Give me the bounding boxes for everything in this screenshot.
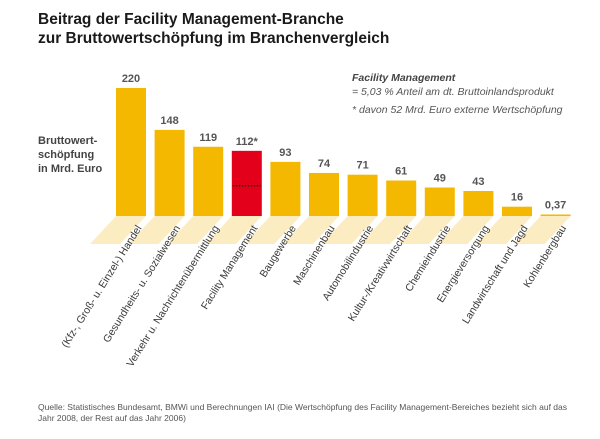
chart-title-line-1: Beitrag der Facility Management-Branche <box>38 11 344 28</box>
y-axis-label: Bruttowert- schöpfung in Mrd. Euro <box>38 134 118 176</box>
bar-11 <box>540 214 571 216</box>
bar-0 <box>116 88 146 216</box>
bar-shadow-3 <box>205 216 262 244</box>
value-label-7: 61 <box>395 166 407 178</box>
y-axis-label-line-2: schöpfung <box>38 149 95 161</box>
bar-shadow-0 <box>90 216 146 244</box>
bar-9 <box>463 190 494 216</box>
value-label-10: 16 <box>511 192 523 204</box>
bar-4 <box>270 161 301 216</box>
chart-title: Beitrag der Facility Management-Branche … <box>38 10 389 48</box>
bar-shadow-11 <box>514 216 571 244</box>
bar-2 <box>193 146 224 216</box>
bar-10 <box>502 206 532 216</box>
bar-3 <box>231 150 262 216</box>
chart-title-line-2: zur Bruttowertschöpfung im Branchenvergl… <box>38 30 390 47</box>
value-label-3: 112* <box>236 136 259 148</box>
bar-7 <box>386 180 417 216</box>
bar-chart: 220(Kfz-, Groß- u. Einzel-) Handel148Ges… <box>59 73 571 369</box>
bar-1 <box>154 129 185 216</box>
bar-8 <box>424 187 455 216</box>
value-label-1: 148 <box>160 115 178 127</box>
bar-shadow-5 <box>283 216 339 244</box>
note-heading: Facility Management <box>352 72 456 84</box>
y-axis-label-line-3: in Mrd. Euro <box>38 163 103 175</box>
value-label-11: 0,37 <box>545 200 566 212</box>
value-label-0: 220 <box>122 73 140 85</box>
value-label-4: 93 <box>279 147 291 159</box>
note-share-line: = 5,03 % Anteil am dt. Bruttoinlandsprod… <box>352 86 554 98</box>
y-axis-label-line-1: Bruttowert- <box>38 135 98 147</box>
bar-6 <box>347 174 378 216</box>
bar-shadow-6 <box>321 216 378 244</box>
facility-management-note: Facility Management = 5,03 % Anteil am d… <box>352 71 563 117</box>
bar-shadow-9 <box>437 216 494 244</box>
value-label-9: 43 <box>472 176 484 188</box>
note-external-line: * davon 52 Mrd. Euro externe Wertschöpfu… <box>352 104 563 116</box>
bar-shadow-7 <box>360 216 417 244</box>
bar-shadow-8 <box>398 216 455 244</box>
value-label-2: 119 <box>199 132 217 144</box>
value-label-6: 71 <box>356 160 368 172</box>
value-label-5: 74 <box>318 158 331 170</box>
bar-5 <box>309 172 339 216</box>
bar-shadow-10 <box>476 216 532 244</box>
bar-shadow-4 <box>244 216 301 244</box>
value-label-8: 49 <box>434 172 446 184</box>
bar-shadow-1 <box>128 216 185 244</box>
bar-shadow-2 <box>167 216 224 244</box>
source-note: Quelle: Statistisches Bundesamt, BMWi un… <box>38 402 567 423</box>
